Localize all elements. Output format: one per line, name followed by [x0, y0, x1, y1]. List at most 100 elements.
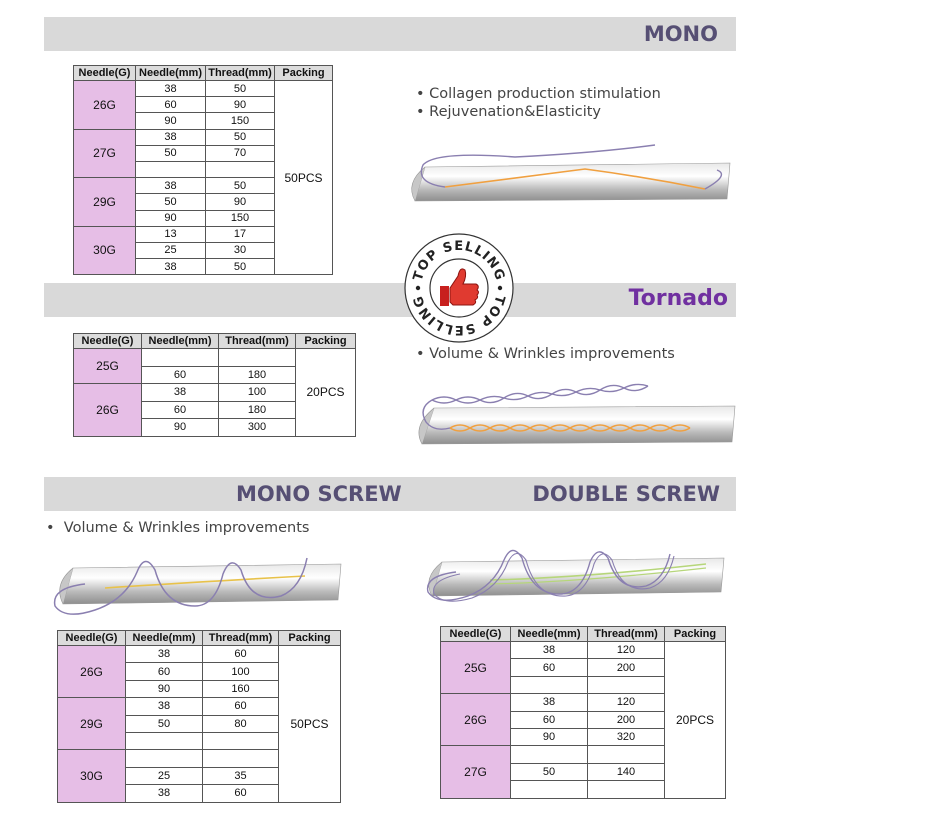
- mono-feature-2: • Rejuvenation&Elasticity: [416, 104, 602, 120]
- packing-cell: 50PCS: [274, 79, 333, 276]
- double-screw-thread-illustration: [426, 549, 725, 602]
- table-row: 30G: [57, 749, 341, 803]
- table-row: 60 100: [58, 662, 341, 681]
- mono-screw-thread-illustration: [53, 557, 342, 615]
- column-header: Thread(mm): [587, 626, 665, 642]
- thread-length-cell: 100: [218, 383, 296, 402]
- gauge-cell: 26G: [440, 693, 511, 747]
- mono-features: • Collagen production stimulation • Reju…: [416, 85, 661, 121]
- thread-length-cell: 300: [218, 418, 296, 437]
- gauge-cell: 27G: [73, 128, 136, 179]
- needle-length-cell: 50: [135, 193, 206, 211]
- column-header: Needle(G): [73, 65, 136, 81]
- thread-length-cell: 160: [202, 679, 279, 699]
- column-header: Packing: [274, 65, 333, 81]
- table-row: 60 180: [74, 365, 356, 384]
- thread-length-cell: 70: [205, 144, 275, 162]
- table-row: [58, 731, 341, 751]
- column-header: Needle(G): [73, 333, 142, 349]
- mono-spec-table: Needle(G) Needle(mm) Thread(mm) Packing 26G 3…: [73, 65, 333, 276]
- table-row: 38 50: [74, 258, 333, 276]
- thread-length-cell: 120: [587, 693, 665, 712]
- thread-length-cell: 200: [587, 710, 665, 729]
- table-row: 25G 38 120 20PCS: [440, 640, 726, 799]
- tornado-header-band: Tornado: [44, 283, 736, 317]
- mono-thread-illustration: [411, 144, 731, 202]
- needle-length-cell: [125, 749, 203, 768]
- table-row: 60 200: [441, 710, 726, 729]
- thread-length-cell: 60: [202, 784, 279, 803]
- column-header: Needle(mm): [125, 630, 203, 646]
- double-screw-spec-table: Needle(G) Needle(mm) Thread(mm) Packing 25G 3…: [440, 626, 726, 799]
- tornado-spec-table: Needle(G) Needle(mm) Thread(mm) Packing 25G 2…: [73, 333, 356, 437]
- column-header: Packing: [295, 333, 356, 349]
- column-header: Thread(mm): [218, 333, 296, 349]
- table-row: 27G 38 50: [73, 128, 333, 179]
- packing-cell: 20PCS: [295, 348, 356, 437]
- tornado-title: Tornado: [628, 286, 728, 311]
- column-header: Thread(mm): [202, 630, 279, 646]
- column-header: Packing: [278, 630, 341, 646]
- needle-length-cell: [510, 675, 588, 695]
- table-row: 26G 38 60 50PCS: [57, 644, 341, 803]
- thread-length-cell: 180: [218, 365, 296, 384]
- thread-length-cell: [587, 675, 665, 695]
- thread-length-cell: 80: [202, 714, 279, 733]
- column-header: Thread(mm): [205, 65, 275, 81]
- mono-screw-title: MONO SCREW: [236, 482, 402, 506]
- needle-length-cell: [135, 160, 206, 179]
- needle-length-cell: 25: [125, 766, 203, 786]
- gauge-cell: 30G: [57, 749, 126, 803]
- mono-title: MONO: [643, 22, 718, 46]
- table-row: 90 320: [441, 727, 726, 747]
- needle-length-cell: 38: [125, 697, 203, 716]
- needle-length-cell: 60: [510, 658, 588, 677]
- needle-length-cell: 60: [510, 710, 588, 729]
- mono-screw-feature-1: • Volume & Wrinkles improvements: [46, 520, 310, 536]
- table-row: 60 200: [441, 658, 726, 677]
- thread-length-cell: 60: [202, 697, 279, 716]
- mono-header-band: MONO: [44, 17, 736, 51]
- thread-length-cell: 30: [205, 241, 275, 260]
- thread-length-cell: 180: [218, 400, 296, 419]
- needle-length-cell: [125, 731, 203, 751]
- table-row: 25G 20PCS: [73, 348, 356, 437]
- thread-length-cell: 320: [587, 727, 665, 747]
- table-row: [441, 780, 726, 799]
- thread-length-cell: 50: [205, 79, 275, 98]
- needle-length-cell: 38: [125, 784, 203, 803]
- needle-length-cell: 60: [141, 400, 219, 419]
- tornado-feature-1: • Volume & Wrinkles improvements: [416, 346, 675, 362]
- thread-length-cell: 50: [205, 128, 275, 146]
- thread-length-cell: 90: [205, 96, 275, 114]
- thumbs-up-icon: [440, 268, 479, 306]
- screw-header-band: MONO SCREW DOUBLE SCREW: [44, 477, 736, 511]
- table-row: 30G 13 17: [73, 225, 333, 276]
- needle-length-cell: 50: [125, 714, 203, 733]
- gauge-cell: 26G: [73, 383, 142, 437]
- needle-length-cell: 38: [135, 258, 206, 276]
- mono-feature-1: • Collagen production stimulation: [416, 86, 661, 102]
- table-row: 50 90: [74, 193, 333, 211]
- needle-length-cell: 38: [510, 640, 588, 660]
- tornado-features: • Volume & Wrinkles improvements: [416, 345, 675, 363]
- thread-length-cell: 60: [202, 644, 279, 664]
- thread-length-cell: 120: [587, 640, 665, 660]
- needle-length-cell: 60: [135, 96, 206, 114]
- gauge-cell: 29G: [57, 697, 126, 751]
- mono-screw-features: • Volume & Wrinkles improvements: [46, 519, 309, 537]
- needle-length-cell: 38: [141, 383, 219, 402]
- thread-length-cell: 35: [202, 766, 279, 786]
- needle-length-cell: 38: [125, 644, 203, 664]
- table-row: 60 180: [74, 400, 356, 419]
- thread-length-cell: [202, 731, 279, 751]
- table-row: [74, 160, 333, 179]
- packing-cell: 50PCS: [278, 645, 341, 803]
- gauge-cell: 29G: [73, 177, 136, 227]
- column-header: Needle(G): [57, 630, 126, 646]
- double-screw-title: DOUBLE SCREW: [532, 482, 720, 506]
- gauge-cell: 27G: [440, 745, 511, 799]
- needle-length-cell: 90: [135, 209, 206, 227]
- thread-length-cell: 17: [205, 225, 275, 243]
- table-row: 90 150: [74, 209, 333, 227]
